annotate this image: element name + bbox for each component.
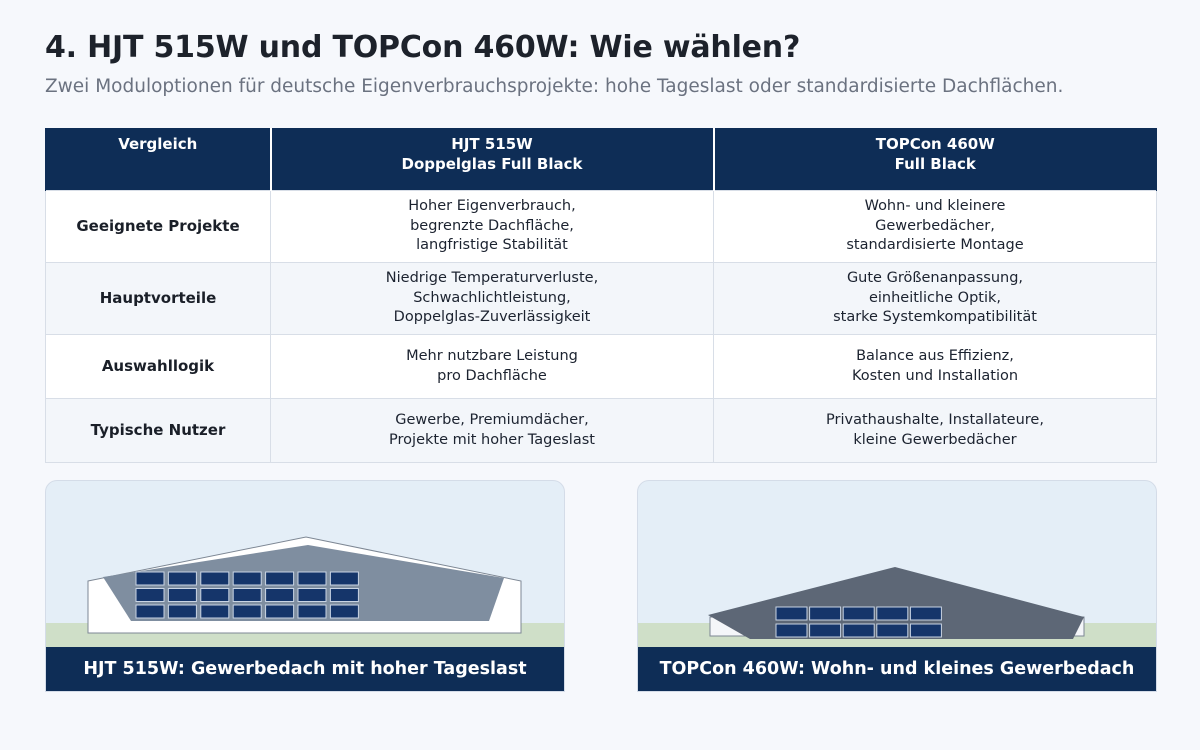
solar-panel bbox=[135, 571, 165, 586]
solar-panel bbox=[842, 606, 875, 621]
column-header-topcon: TOPCon 460W Full Black bbox=[712, 128, 1157, 191]
row-label: Geeignete Projekte bbox=[45, 190, 271, 263]
table-cell-topcon: Wohn- und kleinere Gewerbedächer, standa… bbox=[713, 190, 1157, 263]
solar-panel bbox=[167, 604, 197, 619]
table-cell-topcon: Balance aus Effizienz, Kosten und Instal… bbox=[713, 334, 1157, 399]
solar-panel bbox=[329, 588, 359, 602]
solar-panel bbox=[265, 604, 295, 619]
topcon-card-caption: TOPCon 460W: Wohn- und kleines Gewerbeda… bbox=[638, 647, 1156, 691]
column-header-hjt: HJT 515W Doppelglas Full Black bbox=[269, 128, 715, 191]
solar-panel bbox=[265, 588, 295, 602]
solar-panel-array bbox=[135, 571, 359, 619]
page-subtitle: Zwei Moduloptionen für deutsche Eigenver… bbox=[45, 76, 1064, 97]
solar-panel bbox=[232, 571, 262, 586]
hjt-card-caption: HJT 515W: Gewerbedach mit hoher Tageslas… bbox=[46, 647, 564, 691]
page-title: 4. HJT 515W und TOPCon 460W: Wie wählen? bbox=[45, 30, 801, 65]
row-label: Auswahllogik bbox=[45, 334, 271, 399]
row-label: Typische Nutzer bbox=[45, 398, 271, 463]
solar-panel bbox=[200, 571, 230, 586]
solar-panel bbox=[167, 571, 197, 586]
table-cell-topcon: Privathaushalte, Installateure, kleine G… bbox=[713, 398, 1157, 463]
solar-panel bbox=[775, 623, 808, 638]
table-row: Typische Nutzer Gewerbe, Premiumdächer, … bbox=[45, 398, 1157, 463]
residential-roof-illustration bbox=[638, 567, 1156, 647]
solar-panel bbox=[200, 604, 230, 619]
table-cell-hjt: Mehr nutzbare Leistung pro Dachfläche bbox=[270, 334, 714, 399]
solar-panel bbox=[809, 606, 842, 621]
solar-panel bbox=[135, 604, 165, 619]
solar-panel bbox=[200, 588, 230, 602]
solar-panel bbox=[876, 623, 909, 638]
solar-panel bbox=[909, 623, 942, 638]
solar-panel bbox=[265, 571, 295, 586]
solar-panel bbox=[232, 588, 262, 602]
solar-panel bbox=[167, 588, 197, 602]
solar-panel bbox=[329, 571, 359, 586]
table-cell-hjt: Niedrige Temperaturverluste, Schwachlich… bbox=[270, 262, 714, 335]
topcon-roof-card: TOPCon 460W: Wohn- und kleines Gewerbeda… bbox=[637, 480, 1157, 692]
table-cell-hjt: Gewerbe, Premiumdächer, Projekte mit hoh… bbox=[270, 398, 714, 463]
solar-panel bbox=[329, 604, 359, 619]
solar-panel bbox=[297, 571, 327, 586]
table-row: Geeignete Projekte Hoher Eigenverbrauch,… bbox=[45, 190, 1157, 263]
table-row: Hauptvorteile Niedrige Temperaturverlust… bbox=[45, 262, 1157, 335]
table-row: Auswahllogik Mehr nutzbare Leistung pro … bbox=[45, 334, 1157, 399]
commercial-roof-illustration bbox=[46, 536, 564, 647]
table-cell-hjt: Hoher Eigenverbrauch, begrenzte Dachfläc… bbox=[270, 190, 714, 263]
solar-panel bbox=[909, 606, 942, 621]
solar-panel bbox=[775, 606, 808, 621]
row-label: Hauptvorteile bbox=[45, 262, 271, 335]
solar-panel bbox=[135, 588, 165, 602]
solar-panel bbox=[842, 623, 875, 638]
column-header-vergleich: Vergleich bbox=[45, 128, 272, 191]
solar-panel bbox=[232, 604, 262, 619]
solar-panel bbox=[297, 604, 327, 619]
solar-panel bbox=[809, 623, 842, 638]
table-cell-topcon: Gute Größenanpassung, einheitliche Optik… bbox=[713, 262, 1157, 335]
hjt-roof-card: HJT 515W: Gewerbedach mit hoher Tageslas… bbox=[45, 480, 565, 692]
comparison-table: Vergleich HJT 515W Doppelglas Full Black… bbox=[45, 128, 1157, 463]
table-header-row: Vergleich HJT 515W Doppelglas Full Black… bbox=[45, 128, 1157, 191]
solar-panel bbox=[876, 606, 909, 621]
solar-panel bbox=[297, 588, 327, 602]
solar-panel-array bbox=[775, 606, 942, 638]
